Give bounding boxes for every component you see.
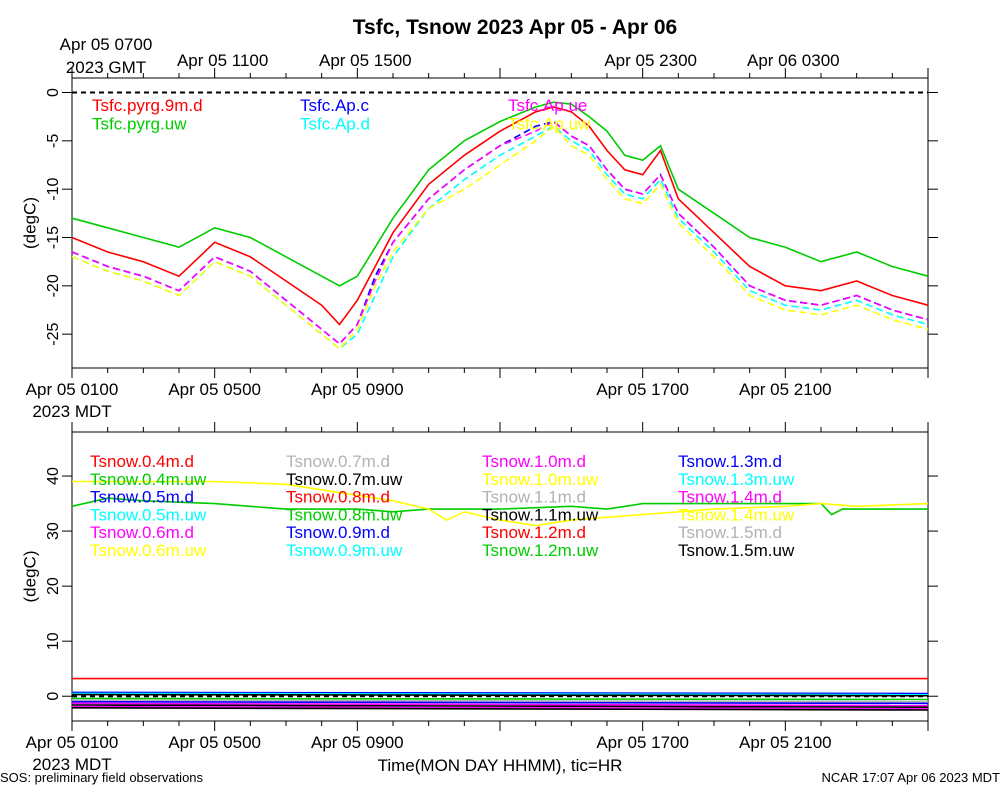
legend-entry: Tsnow.0.5m.uw [90, 505, 207, 524]
legend-entry: Tsnow.1.4m.uw [678, 505, 795, 524]
legend-entry: Tsnow.0.6m.d [90, 523, 194, 542]
legend-entry: Tsnow.0.8m.d [286, 488, 390, 507]
series-line-Tsnow.1.5m.uw [71, 706, 929, 711]
legend-entry: Tsfc.Ap.c [300, 96, 369, 115]
legend-entry: Tsnow.1.0m.uw [482, 470, 599, 489]
footer-left: SOS: preliminary field observations [0, 770, 204, 785]
legend-entry: Tsfc.pyrg.uw [92, 114, 187, 133]
legend-entry: Tsnow.0.9m.d [286, 523, 390, 542]
x-tick-label: Apr 05 1700 [596, 380, 689, 399]
legend-entry: Tsnow.0.4m.d [90, 452, 194, 471]
y-tick-label: -5 [45, 134, 62, 148]
x-top-tick-label: Apr 06 0300 [747, 51, 840, 70]
y-tick-label: -25 [45, 323, 62, 346]
series-line-Tsnow.1.4m.d [71, 705, 929, 710]
legend-entry: Tsnow.0.5m.d [90, 488, 194, 507]
x-tick-label: Apr 05 0100 [26, 733, 119, 752]
tsnow-panel: 0 10 20 30 40 (degC) Apr 05 0100 2023 MDT Apr 05… [20, 422, 938, 774]
legend-entry: Tsnow.0.8m.uw [286, 505, 403, 524]
x-tick-label-sub: 2023 MDT [32, 402, 111, 421]
x-top-tick-label: Apr 05 1500 [319, 51, 412, 70]
legend-entry: Tsnow.1.0m.d [482, 452, 586, 471]
y-tick-label: 20 [45, 577, 62, 595]
legend-entry: Tsnow.1.5m.d [678, 523, 782, 542]
legend-entry: Tsnow.1.2m.d [482, 523, 586, 542]
x-tick-label: Apr 05 2100 [739, 380, 832, 399]
y-axis-label: (degC) [20, 551, 39, 603]
x-tick-label: Apr 05 0500 [168, 380, 261, 399]
legend-entry: Tsnow.0.7m.d [286, 452, 390, 471]
chart-title: Tsfc, Tsnow 2023 Apr 05 - Apr 06 [353, 16, 677, 39]
legend-entry: Tsnow.0.4m.uw [90, 470, 207, 489]
y-tick-label: 30 [45, 522, 62, 540]
x-tick-label: Apr 05 2100 [739, 733, 832, 752]
tsfc-panel: 0 -5 -10 -15 -20 -25 (degC) Apr 05 0100 2023 MDT… [20, 35, 938, 421]
legend-entry: Tsfc.Ap.d [300, 114, 370, 133]
legend-entry: Tsnow.0.9m.uw [286, 541, 403, 560]
y-tick-label: -20 [45, 274, 62, 297]
x-tick-label: Apr 05 0900 [311, 733, 404, 752]
x-tick-label: Apr 05 0100 [26, 380, 119, 399]
series-line-Tsnow.0.7m.d [71, 699, 929, 703]
series-line-Tsnow.0.6m.uw [72, 480, 929, 527]
legend-entry: Tsnow.1.4m.d [678, 488, 782, 507]
series-line-Tsnow.0.9m.d [71, 700, 929, 705]
series-line-Tsnow.0.4m.uw [71, 497, 928, 516]
y-tick-label: 0 [45, 88, 62, 97]
legend-entry: Tsnow.1.3m.uw [678, 470, 795, 489]
series-line-Tsnow.0.8m.uw [71, 697, 929, 701]
series-line-Tsfc.pyrg.uw [71, 101, 929, 287]
x-top-tick-label: Apr 05 0700 [60, 35, 153, 54]
legend-entry: Tsnow.1.5m.uw [678, 541, 795, 560]
legend-entry: Tsfc.pyrg.9m.d [92, 96, 203, 115]
legend-entry: Tsnow.1.1m.uw [482, 505, 599, 524]
series-line-Tsfc.Ap.ue [71, 120, 929, 345]
x-axis-label: Time(MON DAY HHMM), tic=HR [378, 756, 623, 775]
x-tick-label: Apr 05 1700 [596, 733, 689, 752]
x-tick-label-sub: 2023 MDT [32, 755, 111, 774]
x-top-tick-label-sub: 2023 GMT [66, 58, 146, 77]
series-line-Tsnow.1.1m.uw [71, 704, 929, 709]
series-line-Tsnow.0.5m.uw [71, 692, 929, 696]
series-line-Tsfc.pyrg.9m.d [71, 106, 929, 326]
y-axis-label: (degC) [20, 197, 39, 249]
series-line-Tsnow.1.0m.d [71, 702, 929, 707]
legend-entry: Tsfc.Ap.ue [508, 96, 587, 115]
legend-entry: Tsnow.1.2m.uw [482, 541, 599, 560]
y-tick-label: -10 [45, 178, 62, 201]
legend-entry: Tsfc.Ap.uw [508, 114, 591, 133]
legend-entry: Tsnow.1.1m.d [482, 488, 586, 507]
y-tick-label: 10 [45, 632, 62, 650]
y-tick-label: 0 [45, 692, 62, 701]
legend-entry: Tsnow.1.3m.d [678, 452, 782, 471]
x-top-tick-label: Apr 05 2300 [604, 51, 697, 70]
x-top-tick-label: Apr 05 1100 [177, 51, 268, 70]
series-line-Tsfc.Ap.d [71, 125, 929, 350]
x-tick-label: Apr 05 0900 [311, 380, 404, 399]
legend-entry: Tsnow.0.7m.uw [286, 470, 403, 489]
footer-right: NCAR 17:07 Apr 06 2023 MDT [822, 770, 1000, 785]
y-tick-label: -15 [45, 226, 62, 249]
legend-entry: Tsnow.0.6m.uw [90, 541, 207, 560]
x-tick-label: Apr 05 0500 [168, 733, 261, 752]
series-line-Tsfc.Ap.uw [71, 125, 929, 350]
series-line-Tsnow.0.5m.d [71, 691, 929, 695]
y-tick-label: 40 [45, 467, 62, 485]
